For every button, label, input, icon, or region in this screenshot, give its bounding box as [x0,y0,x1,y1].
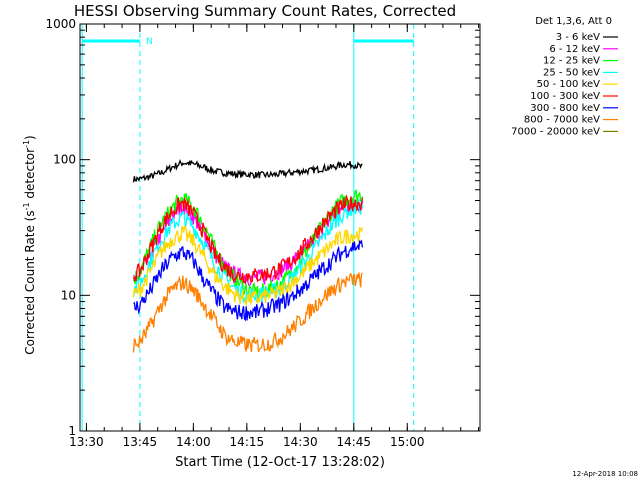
series-line-5 [132,194,364,285]
x-tick-label: 15:00 [390,435,425,449]
series-line-7 [132,272,363,353]
legend-label: 100 - 300 keV [530,91,600,102]
y-axis-label-end: ) [23,135,37,140]
legend-label: 50 - 100 keV [537,79,601,90]
y-axis-label-mid: detector [23,148,37,203]
plot-frame [79,23,481,432]
y-tick-label: 10 [61,288,76,302]
chart-title: HESSI Observing Summary Count Rates, Cor… [74,2,456,20]
x-axis: 13:30 13:45 14:00 14:15 14:30 14:45 15:00 [69,24,480,449]
legend-label: 3 - 6 keV [556,32,600,43]
legend-label: 12 - 25 keV [543,56,600,67]
x-axis-label: Start Time (12-Oct-17 13:28:02) [175,455,385,470]
legend-label: 25 - 50 keV [543,67,600,78]
legend-label: 800 - 7000 keV [524,115,600,126]
x-tick-label: 14:30 [283,435,318,449]
y-axis-label-sup2: -1 [22,140,31,148]
x-tick-label: 14:15 [230,435,265,449]
legend-label: 300 - 800 keV [530,103,600,114]
series-line-4 [132,225,364,307]
legend-label: 6 - 12 keV [549,44,600,55]
legend-label: 7000 - 20000 keV [511,126,600,137]
marker-label: N [146,37,153,47]
y-axis-label-sup1: -1 [22,202,31,210]
x-tick-label: 13:30 [69,435,104,449]
y-tick-label: 100 [53,153,76,167]
y-tick-label: 1000 [45,17,76,31]
series-line-6 [133,239,364,322]
y-axis-label-main: Corrected Count Rate (s [23,210,37,354]
date-stamp: 12-Apr-2018 10:08 [572,470,638,478]
series-line-3 [132,199,364,305]
y-axis-label: Corrected Count Rate (s-1 detector-1) [22,135,37,354]
y-tick-label: 1 [68,424,76,438]
x-tick-label: 13:45 [123,435,158,449]
series-layer [132,159,364,353]
x-tick-label: 14:45 [336,435,371,449]
series-line-0 [132,159,363,183]
overlay-layer: N [81,24,415,431]
legend-header: Det 1,3,6, Att 0 [535,16,612,27]
x-tick-label: 14:00 [176,435,211,449]
y-axis: 1 10 100 1000 [45,17,480,438]
